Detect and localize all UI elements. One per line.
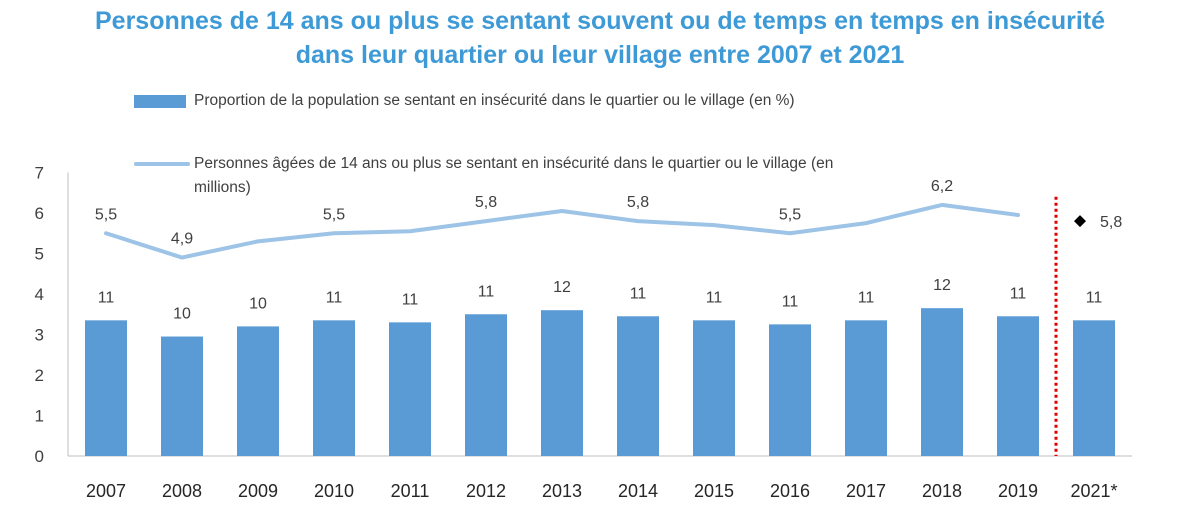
- bar: [85, 320, 127, 456]
- marker-data-label: 5,8: [1100, 214, 1122, 231]
- x-tick-label: 2014: [618, 481, 658, 501]
- bar-data-label: 11: [478, 283, 495, 300]
- bar: [389, 322, 431, 456]
- x-tick-label: 2010: [314, 481, 354, 501]
- y-tick-label: 3: [35, 326, 44, 345]
- x-tick-label: 2012: [466, 481, 506, 501]
- bar-data-label: 11: [402, 291, 419, 308]
- line-data-label: 5,5: [779, 206, 801, 223]
- x-tick-label: 2015: [694, 481, 734, 501]
- legend-line-label-1: Personnes âgées de 14 ans ou plus se sen…: [194, 155, 834, 172]
- y-tick-label: 4: [35, 285, 44, 304]
- x-tick-label: 2007: [86, 481, 126, 501]
- y-tick-label: 1: [35, 407, 44, 426]
- y-tick-label: 2: [35, 366, 44, 385]
- x-tick-label: 2011: [391, 481, 430, 501]
- y-tick-label: 7: [35, 164, 44, 183]
- legend-bar-swatch: [134, 95, 186, 108]
- legend-line-entry: Personnes âgées de 14 ans ou plus se sen…: [134, 153, 1094, 201]
- bar: [237, 326, 279, 456]
- line-data-label: 6,2: [931, 178, 953, 195]
- bar-data-label: 11: [98, 289, 115, 306]
- bar-data-label: 11: [630, 285, 647, 302]
- bar-data-label: 10: [249, 295, 267, 312]
- y-tick-label: 0: [35, 447, 44, 466]
- x-tick-label: 2018: [922, 481, 962, 501]
- chart-title-line-2: dans leur quartier ou leur village entre…: [295, 41, 905, 69]
- line-data-label: 5,8: [627, 194, 649, 211]
- bar-data-label: 11: [326, 289, 343, 306]
- line-data-label: 4,9: [171, 231, 193, 248]
- bar-data-label: 12: [933, 277, 951, 294]
- bar-data-label: 11: [1010, 285, 1027, 302]
- x-tick-label: 2019: [998, 481, 1038, 501]
- bar: [693, 320, 735, 456]
- x-tick-label: 2016: [770, 481, 810, 501]
- legend-line-swatch: [134, 162, 190, 166]
- x-tick-label: 2008: [162, 481, 202, 501]
- bar: [845, 320, 887, 456]
- legend-line-label-2: millions): [194, 179, 251, 196]
- line-data-label: 5,5: [95, 206, 117, 223]
- bar: [465, 314, 507, 456]
- series-line: [104, 202, 1020, 260]
- bar-data-label: 12: [553, 279, 571, 296]
- bar: [313, 320, 355, 456]
- bar-data-label: 10: [173, 306, 191, 323]
- x-tick-label: 2017: [846, 481, 886, 501]
- bar: [921, 308, 963, 456]
- legend-bar-entry: Proportion de la population se sentant e…: [134, 90, 1134, 114]
- chart-title: Personnes de 14 ans ou plus se sentant s…: [0, 4, 1200, 72]
- bar: [769, 324, 811, 456]
- bar: [541, 310, 583, 456]
- bar: [997, 316, 1039, 456]
- bar-data-label: 11: [1086, 289, 1103, 306]
- y-tick-label: 5: [35, 245, 44, 264]
- line-data-label: 5,5: [323, 206, 345, 223]
- bar-data-label: 11: [706, 289, 723, 306]
- marker-2021: [1074, 215, 1086, 228]
- x-tick-label: 2013: [542, 481, 582, 501]
- bar-data-label: 11: [858, 289, 875, 306]
- y-tick-label: 6: [35, 204, 44, 223]
- line-data-label: 5,8: [475, 194, 497, 211]
- bar: [617, 316, 659, 456]
- bar-data-label: 11: [782, 293, 799, 310]
- chart-title-line-1: Personnes de 14 ans ou plus se sentant s…: [94, 7, 1105, 35]
- x-tick-label: 2021*: [1070, 481, 1117, 501]
- x-tick-label: 2009: [238, 481, 278, 501]
- legend-bar-label: Proportion de la population se sentant e…: [194, 92, 795, 109]
- bar: [1073, 320, 1115, 456]
- bar: [161, 336, 203, 456]
